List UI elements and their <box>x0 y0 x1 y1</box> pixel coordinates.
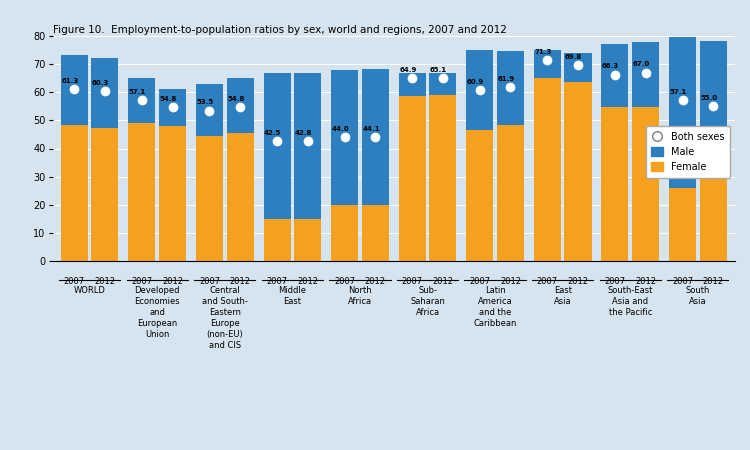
Text: 42.5: 42.5 <box>264 130 281 136</box>
Text: 60.9: 60.9 <box>466 79 484 85</box>
Bar <box>632 107 659 261</box>
Text: 53.5: 53.5 <box>196 99 214 105</box>
Text: 2012: 2012 <box>703 277 724 286</box>
Legend: Both sexes, Male, Female: Both sexes, Male, Female <box>646 126 730 178</box>
Bar <box>399 96 426 261</box>
Text: 57.1: 57.1 <box>670 90 687 95</box>
Bar <box>263 220 290 261</box>
Text: Central
and South-
Eastern
Europe
(non-EU)
and CIS: Central and South- Eastern Europe (non-E… <box>202 286 248 350</box>
Text: 2012: 2012 <box>230 277 251 286</box>
Bar <box>196 136 223 261</box>
Bar <box>497 51 524 125</box>
Bar <box>497 125 524 261</box>
Text: 61.9: 61.9 <box>497 76 514 82</box>
Text: 2012: 2012 <box>568 277 589 286</box>
Bar <box>128 78 155 123</box>
Bar <box>226 133 254 261</box>
Text: 42.8: 42.8 <box>295 130 312 135</box>
Text: 65.1: 65.1 <box>430 67 447 73</box>
Bar <box>602 45 628 107</box>
Bar <box>362 205 388 261</box>
Text: 2012: 2012 <box>297 277 318 286</box>
Bar <box>565 81 592 261</box>
Text: 2007: 2007 <box>402 277 423 286</box>
Text: 61.3: 61.3 <box>62 77 79 84</box>
Text: 2007: 2007 <box>672 277 693 286</box>
Text: Developed
Economies
and
European
Union: Developed Economies and European Union <box>134 286 180 339</box>
Text: 54.8: 54.8 <box>227 96 244 102</box>
Bar <box>466 130 494 261</box>
Bar <box>332 205 358 261</box>
Bar <box>669 36 696 188</box>
Text: 2007: 2007 <box>266 277 288 286</box>
Text: WORLD: WORLD <box>74 286 106 295</box>
Bar <box>632 42 659 107</box>
Bar <box>226 78 254 133</box>
Bar <box>61 55 88 125</box>
Bar <box>362 69 388 205</box>
Text: 66.3: 66.3 <box>602 63 619 69</box>
Text: 2012: 2012 <box>94 277 116 286</box>
Text: South
Asia: South Asia <box>686 286 710 306</box>
Text: 55.0: 55.0 <box>700 95 717 101</box>
Bar <box>294 220 321 261</box>
Bar <box>294 72 321 220</box>
Text: North
Africa: North Africa <box>348 286 372 306</box>
Text: East
Asia: East Asia <box>554 286 572 306</box>
Text: 60.3: 60.3 <box>92 81 110 86</box>
Text: 2007: 2007 <box>64 277 85 286</box>
Bar <box>159 126 186 261</box>
Text: 2012: 2012 <box>364 277 386 286</box>
Bar <box>669 188 696 261</box>
Text: 69.8: 69.8 <box>565 54 582 60</box>
Text: 2012: 2012 <box>500 277 521 286</box>
Text: Middle
East: Middle East <box>278 286 307 306</box>
Text: 71.3: 71.3 <box>535 50 552 55</box>
Text: 2007: 2007 <box>131 277 152 286</box>
Text: Sub-
Saharan
Africa: Sub- Saharan Africa <box>410 286 445 317</box>
Text: 67.0: 67.0 <box>632 62 650 68</box>
Bar <box>159 89 186 126</box>
Text: 2007: 2007 <box>470 277 490 286</box>
Text: 2007: 2007 <box>537 277 558 286</box>
Text: 44.1: 44.1 <box>362 126 380 132</box>
Bar <box>700 176 727 261</box>
Text: 2007: 2007 <box>604 277 625 286</box>
Text: 2012: 2012 <box>432 277 453 286</box>
Bar <box>399 73 426 96</box>
Text: 2012: 2012 <box>635 277 656 286</box>
Text: 2007: 2007 <box>334 277 356 286</box>
Bar <box>466 50 494 130</box>
Text: 44.0: 44.0 <box>332 126 350 132</box>
Bar <box>565 53 592 81</box>
Bar <box>534 50 561 78</box>
Text: 57.1: 57.1 <box>129 90 146 95</box>
Bar <box>429 72 456 95</box>
Bar <box>61 125 88 261</box>
Bar <box>534 78 561 261</box>
Bar <box>602 107 628 261</box>
Text: South-East
Asia and
the Pacific: South-East Asia and the Pacific <box>608 286 653 317</box>
Bar <box>92 58 118 128</box>
Bar <box>263 73 290 220</box>
Text: 54.8: 54.8 <box>160 96 177 102</box>
Bar <box>429 95 456 261</box>
Bar <box>92 128 118 261</box>
Bar <box>196 84 223 136</box>
Text: 2012: 2012 <box>162 277 183 286</box>
Bar <box>128 123 155 261</box>
Bar <box>332 70 358 205</box>
Text: 64.9: 64.9 <box>399 68 416 73</box>
Text: Latin
America
and the
Caribbean: Latin America and the Caribbean <box>473 286 517 328</box>
Text: 2007: 2007 <box>199 277 220 286</box>
Text: Figure 10.  Employment-to-population ratios by sex, world and regions, 2007 and : Figure 10. Employment-to-population rati… <box>53 25 506 35</box>
Bar <box>700 41 727 176</box>
